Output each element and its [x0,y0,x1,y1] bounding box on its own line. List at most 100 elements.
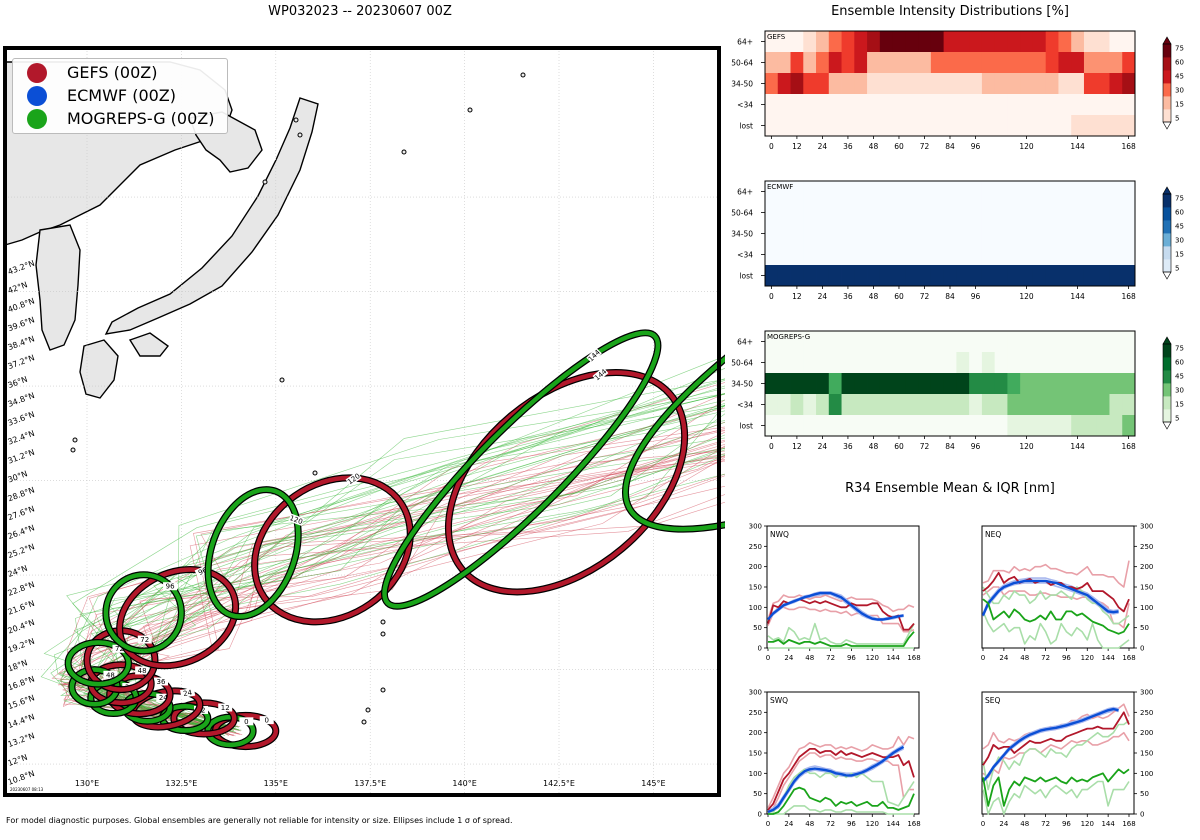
heatmap-cell [1071,415,1085,437]
heatmap-cell [969,94,983,116]
ellipse-mogreps-g-144: 144 [381,329,662,610]
heatmap-cell [918,223,932,245]
heatmap-cell [943,373,957,395]
heatmap-cell [1020,394,1034,416]
heatmap-cell [841,331,855,353]
heatmap-cell [828,181,842,203]
map-frame [3,46,721,797]
heatmap-x-tick: 24 [818,142,828,151]
heatmap-cell [854,73,868,95]
heatmap-cell [816,94,830,116]
heatmap-cell [994,73,1008,95]
r34-y-tick: 250 [749,709,762,717]
ellipse-ring [252,475,413,625]
heatmap-cell [1122,223,1136,245]
island-6 [279,377,285,383]
heatmap-cell [1045,265,1059,287]
heatmap-cell [930,265,945,287]
heatmap-cell [943,223,957,245]
heatmap-cell [1020,331,1034,353]
heatmap-cell [918,202,932,224]
heatmap-x-tick: 84 [945,442,955,451]
colorbar-swatch [1163,357,1171,371]
colorbar-extend-bottom [1162,421,1172,430]
heatmap-cell [1058,394,1072,416]
heatmap-cell [981,352,996,374]
heatmap-cell [854,181,868,203]
heatmap-cell [1020,223,1034,245]
r34-y-tick: 250 [1140,543,1153,551]
heatmap-y-tick: 64+ [737,38,753,47]
heatmap-cell [981,94,996,116]
heatmap-cell [930,244,945,266]
heatmap-cell [854,415,868,437]
heatmap-cell [828,415,842,437]
heatmap-cell [1032,202,1047,224]
colorbar-tick: 15 [1175,101,1184,109]
ellipse-hour-label: 72 [115,645,124,653]
heatmap-x-tick: 120 [1019,292,1034,301]
heatmap-cell [765,223,779,245]
heatmap-cell [867,352,881,374]
heatmap-cell [943,244,957,266]
heatmap-cell [918,415,932,437]
heatmap-cell [854,115,868,137]
heatmap-cell [765,31,779,53]
heatmap-y-tick: 50-64 [731,359,753,368]
heatmap-cell [1083,265,1098,287]
ellipse-label-bg [103,670,118,679]
colorbar-swatch [1163,57,1171,71]
heatmap-cell [828,73,842,95]
heatmap-x-tick: 168 [1121,292,1136,301]
heatmap-cell [994,223,1008,245]
heatmap-cell [892,202,906,224]
ellipse-hour-label: 96 [197,566,209,577]
heatmap-cell [879,181,893,203]
heatmap-y-tick: <34 [737,251,753,260]
r34-x-tick: 120 [866,654,879,660]
heatmap-x-tick: 48 [869,142,879,151]
heatmap-cell [1083,181,1098,203]
r34-series-mogreps-g-iqr_hi [982,719,1130,791]
heatmap-cell [803,331,817,353]
heatmap-cell [981,202,996,224]
heatmap-cell [1122,31,1136,53]
r34-x-tick: 48 [1020,820,1029,828]
ellipse-hour-label: 12 [221,704,230,712]
heatmap-cell [790,31,804,53]
heatmap-cell [956,415,970,437]
heatmap-cell [777,415,791,437]
heatmap-cell [765,244,779,266]
heatmap-cell [969,73,983,95]
r34-x-tick: 72 [1041,820,1050,828]
heatmap-cell [1071,31,1085,53]
r34-series-gefs-iqr_lo [982,731,1130,779]
heatmap-cell [969,31,983,53]
r34-x-tick: 168 [907,654,920,660]
heatmap-cell [765,394,779,416]
colorbar-tick: 60 [1175,359,1184,367]
heatmap-cell [790,331,804,353]
heatmap-cell [841,223,855,245]
heatmap-cell [879,73,893,95]
heatmap-cell [854,331,868,353]
r34-frame [766,525,920,649]
colorbar-swatch [1163,44,1171,58]
heatmap-x-tick: 96 [971,142,981,151]
heatmap-x-tick: 0 [769,142,774,151]
r34-x-tick: 24 [784,654,793,660]
heatmap-x-tick: 36 [843,292,853,301]
island-11 [380,687,386,693]
heatmap-cell [816,244,830,266]
heatmap-cell [841,352,855,374]
heatmap-cell [841,115,855,137]
ellipse-label-bg [163,582,178,591]
colorbar-tick: 15 [1175,251,1184,259]
heatmap-cell [867,223,881,245]
colorbar-swatch [1163,344,1171,358]
heatmap-cell [1007,352,1021,374]
heatmap-cell [1096,244,1110,266]
heatmap-cell [777,244,791,266]
heatmap-cell [1096,73,1110,95]
legend-label-gefs: GEFS (00Z) [67,63,158,82]
